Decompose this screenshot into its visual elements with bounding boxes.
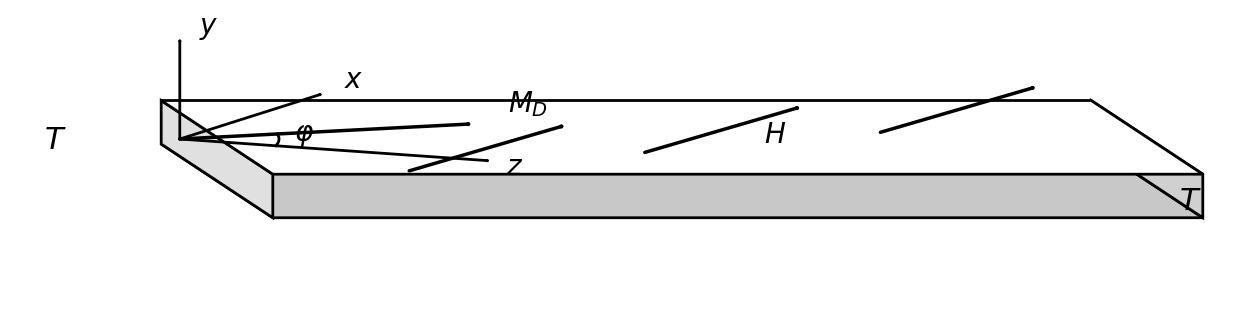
Text: $T$: $T$ [1179, 186, 1202, 216]
Polygon shape [161, 100, 273, 218]
Text: $T$: $T$ [45, 125, 67, 156]
Text: $z$: $z$ [506, 154, 523, 181]
Polygon shape [1091, 100, 1203, 218]
Text: $M_D$: $M_D$ [508, 89, 548, 119]
Text: $H$: $H$ [764, 122, 786, 149]
Polygon shape [161, 144, 1203, 218]
Polygon shape [161, 100, 1203, 174]
Text: $y$: $y$ [198, 15, 218, 42]
Text: $\varphi$: $\varphi$ [294, 122, 314, 149]
Text: $x$: $x$ [343, 67, 363, 94]
